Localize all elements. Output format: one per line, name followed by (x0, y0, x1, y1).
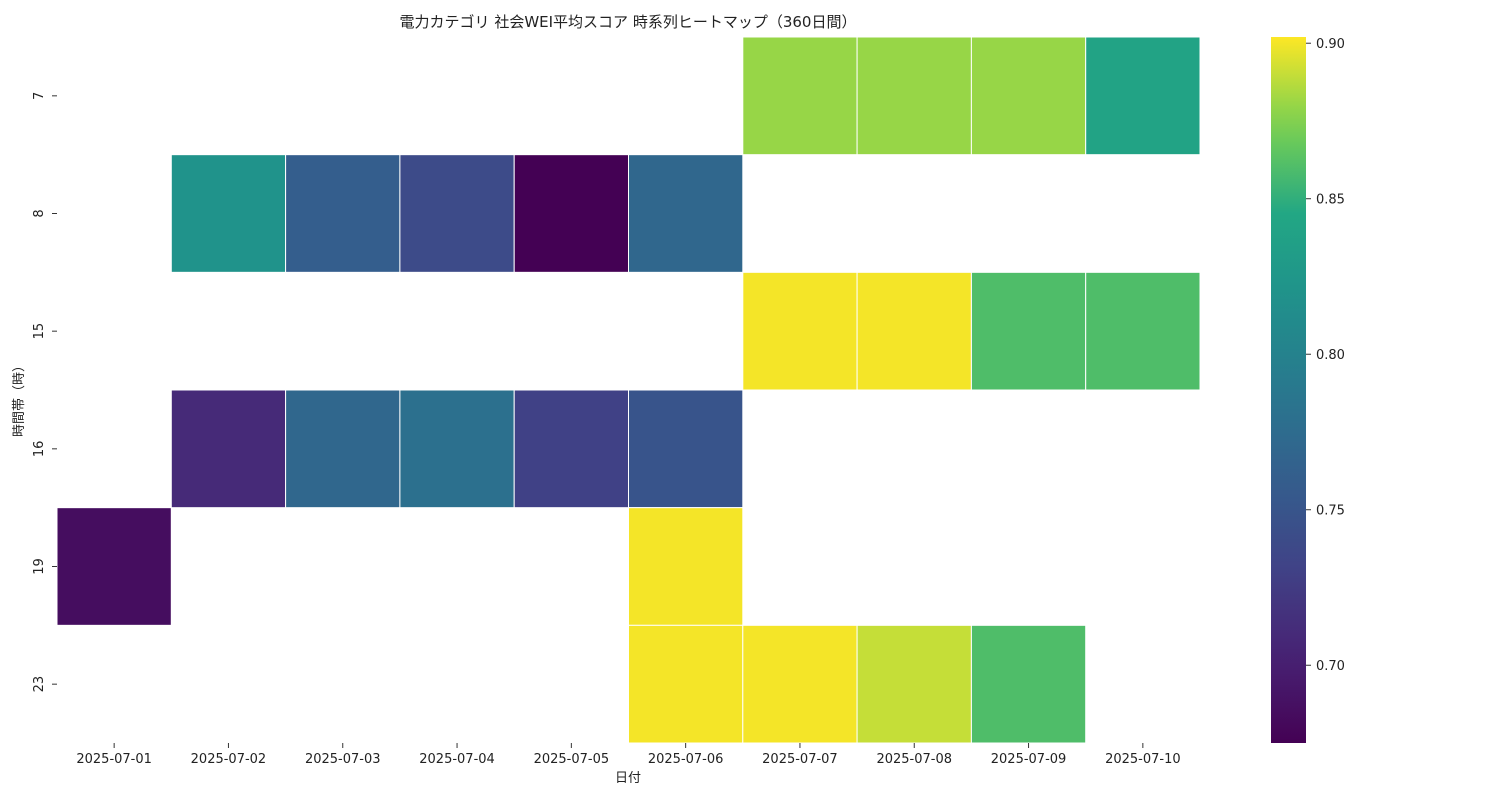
colorbar (1271, 37, 1306, 743)
heatmap-cell (56, 507, 172, 626)
heatmap-cell (628, 624, 744, 744)
colorbar-ticks: 0.70 0.75 0.80 0.85 0.90 (1306, 37, 1345, 674)
colorbar-tick-label: 0.85 (1316, 193, 1345, 208)
heatmap-cell (399, 154, 515, 273)
y-tick-label: 19 (32, 558, 47, 575)
x-axis-label: 日付 (615, 771, 641, 786)
x-tick-label: 2025-07-03 (305, 752, 381, 767)
x-tick-label: 2025-07-08 (876, 752, 952, 767)
heatmap-cell (856, 271, 972, 391)
y-tick-label: 7 (32, 92, 47, 100)
colorbar-tick-label: 0.90 (1316, 37, 1345, 52)
heatmap-cell (742, 36, 858, 156)
heatmap-cell (1085, 36, 1201, 156)
y-axis-label: 時間帯（時） (12, 359, 27, 437)
x-tick-label: 2025-07-04 (419, 752, 495, 767)
y-tick-label: 23 (32, 676, 47, 693)
x-tick-label: 2025-07-09 (991, 752, 1067, 767)
y-tick-label: 8 (32, 209, 47, 217)
heatmap-cell (856, 36, 972, 156)
x-tick-label: 2025-07-02 (191, 752, 267, 767)
heatmap-cell (970, 624, 1087, 744)
x-tick-label: 2025-07-10 (1105, 752, 1181, 767)
heatmap-cell (742, 624, 858, 744)
heatmap-cell (170, 389, 287, 509)
colorbar-tick-label: 0.75 (1316, 504, 1345, 519)
chart-title: 電力カテゴリ 社会WEI平均スコア 時系列ヒートマップ（360日間） (400, 13, 857, 31)
heatmap-cell (970, 36, 1087, 156)
y-axis-ticks: 7 8 15 16 19 23 (32, 92, 57, 693)
heatmap-cell (628, 154, 744, 273)
colorbar-tick-label: 0.70 (1316, 659, 1345, 674)
x-tick-label: 2025-07-07 (762, 752, 838, 767)
heatmap-cell (856, 624, 972, 744)
x-tick-label: 2025-07-06 (648, 752, 724, 767)
heatmap-cell (970, 271, 1087, 391)
y-tick-label: 15 (32, 323, 47, 340)
colorbar-tick-label: 0.80 (1316, 348, 1345, 363)
heatmap-cells (56, 36, 1201, 744)
heatmap-cell (513, 154, 630, 273)
heatmap-cell (628, 507, 744, 626)
heatmap-cell (285, 154, 401, 273)
heatmap-cell (742, 271, 858, 391)
heatmap-cell (628, 389, 744, 509)
x-tick-label: 2025-07-01 (76, 752, 152, 767)
y-tick-label: 16 (32, 441, 47, 458)
heatmap-cell (399, 389, 515, 509)
heatmap-cell (285, 389, 401, 509)
heatmap-cell (1085, 271, 1201, 391)
x-tick-label: 2025-07-05 (534, 752, 610, 767)
x-axis-ticks: 2025-07-01 2025-07-02 2025-07-03 2025-07-04… (76, 743, 1181, 767)
heatmap-cell (170, 154, 287, 273)
heatmap-cell (513, 389, 630, 509)
